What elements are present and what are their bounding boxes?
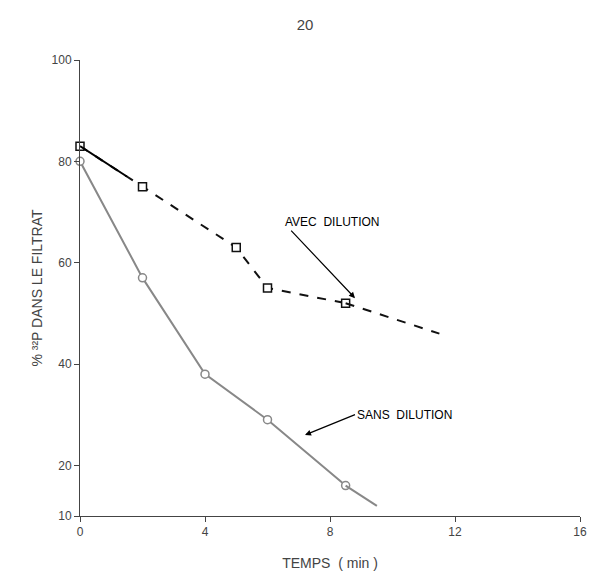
svg-text:60: 60 [58,256,72,270]
svg-text:80: 80 [58,155,72,169]
svg-text:20: 20 [58,459,72,473]
svg-text:AVEC DILUTION: AVEC DILUTION [285,215,379,229]
svg-text:8: 8 [327,525,334,539]
svg-text:TEMPS ( min ): TEMPS ( min ) [282,555,378,571]
svg-text:4: 4 [202,525,209,539]
svg-text:0: 0 [77,525,84,539]
svg-text:20: 20 [297,16,314,33]
svg-text:40: 40 [58,357,72,371]
svg-text:16: 16 [573,525,587,539]
svg-text:% ³²P DANS LE FILTRAT: % ³²P DANS LE FILTRAT [29,209,45,367]
svg-text:100: 100 [52,53,72,67]
svg-text:SANS DILUTION: SANS DILUTION [357,408,452,422]
svg-text:12: 12 [448,525,462,539]
svg-text:10: 10 [58,509,72,523]
